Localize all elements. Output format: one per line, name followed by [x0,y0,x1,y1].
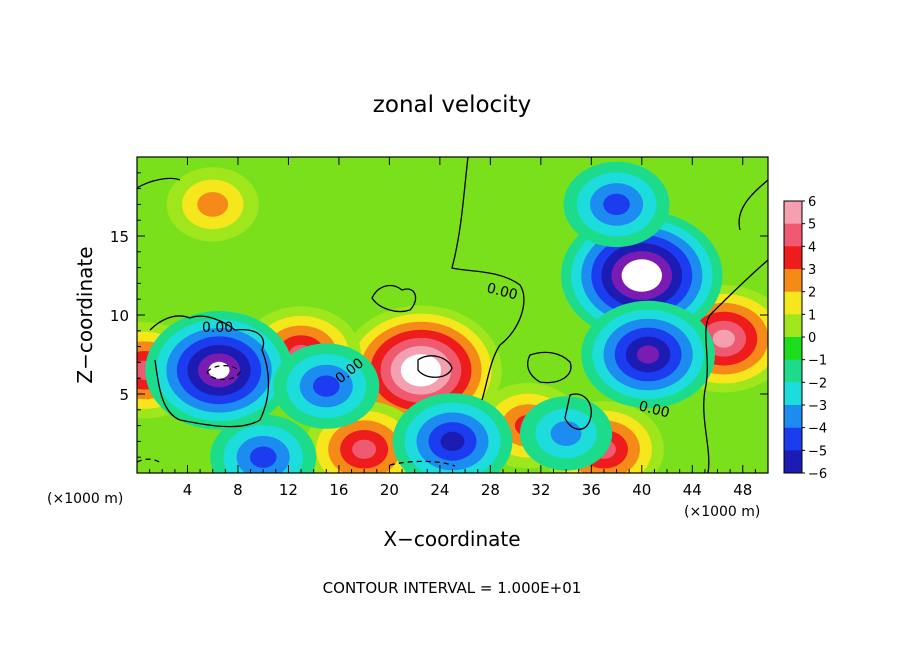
x-tick-label: 28 [481,481,500,499]
colorbar-swatch [784,359,802,383]
contour-interval-note: CONTOUR INTERVAL = 1.000E+01 [323,579,582,597]
field-level-6 [712,329,735,348]
x-tick-label: 24 [430,481,449,499]
chart-title: zonal velocity [373,92,531,118]
zero-contour-left [149,315,270,428]
colorbar-tick-label: −5 [808,444,827,459]
x-tick-label: 32 [531,481,550,499]
colorbar-swatch [784,382,802,406]
field-min-11 [563,161,670,248]
field-min-8 [561,210,723,341]
x-tick-label: 44 [683,481,702,499]
zero-contour-island [371,284,417,313]
colorbar-tick-label: −3 [808,399,827,414]
colorbar-swatch [784,337,802,361]
colorbar-tick-label: 1 [808,308,816,323]
colorbar-swatch [784,291,802,315]
colorbar-swatch [784,223,802,247]
zero-contour-right [703,179,768,473]
field-min-14 [519,396,613,471]
field-min-13 [392,393,513,473]
x-units-right: (×1000 m) [684,504,760,520]
contour-solid-high [417,355,453,378]
field-max-2 [166,167,259,242]
colorbar-swatch [784,427,802,451]
zero-contour-upper [137,157,525,401]
colorbar: 6 5 4 3 2 1 0 −1 −2 −3 −4 −5 −6 [783,195,827,482]
x-tick-label: 20 [380,481,399,499]
field-level--4 [313,375,340,397]
y-axis-title: Z−coordinate [73,246,97,383]
x-tick-label: 16 [329,481,348,499]
colorbar-tick-label: −1 [808,354,827,369]
field-features [137,161,768,473]
field-level--6 [637,345,660,364]
y-tick-label: 5 [119,386,129,404]
x-tick-label: 4 [183,481,193,499]
field-level-5 [352,439,377,459]
field-level-3 [197,192,229,217]
x-tick-label: 48 [733,481,752,499]
colorbar-tick-label: −2 [808,376,827,391]
zero-contours [137,157,768,473]
colorbar-tick-label: 5 [808,218,816,233]
field-min-10 [581,300,716,409]
colorbar-tick-label: 4 [808,240,816,255]
colorbar-swatch [784,246,802,270]
colorbar-swatch [784,269,802,293]
y-tick-label: 10 [110,307,129,325]
field-level--8 [631,267,652,284]
x-tick-label: 40 [632,481,651,499]
field-min-9 [145,311,293,430]
contour-label: 0.00 [637,398,671,421]
axis-ticks [137,157,768,473]
field-min-12 [273,343,380,429]
field-max-5 [304,401,425,473]
x-axis-title: X−coordinate [383,527,520,551]
colorbar-tick-label: −4 [808,422,827,437]
field-level--4 [603,193,630,216]
contour-label: 0.00 [485,280,519,303]
field-level--5 [440,431,465,451]
contour-dashed-low [137,364,456,467]
y-tick-label: 15 [110,228,129,246]
colorbar-tick-label: −6 [808,467,827,482]
x-tick-label: 12 [279,481,298,499]
colorbar-swatch [784,314,802,338]
contour-label: 0.00 [202,320,233,336]
colorbar-tick-label: 3 [808,263,816,278]
colorbar-tick-label: 0 [808,331,816,346]
field-level--3 [550,421,582,446]
field-level-8 [410,362,432,379]
field-level--4 [249,446,277,468]
colorbar-swatch [784,450,802,474]
field-min-15 [210,414,317,473]
zero-contour-mid [527,351,592,430]
colorbar-swatch [784,201,802,225]
heatmap-field: 0.00 0.00 0.00 0.00 [137,157,768,473]
x-units-left: (×1000 m) [47,491,123,507]
colorbar-swatch [784,405,802,429]
colorbar-tick-label: 6 [808,195,816,210]
colorbar-tick-label: 2 [808,286,816,301]
x-tick-label: 8 [233,481,243,499]
x-tick-label: 36 [582,481,601,499]
